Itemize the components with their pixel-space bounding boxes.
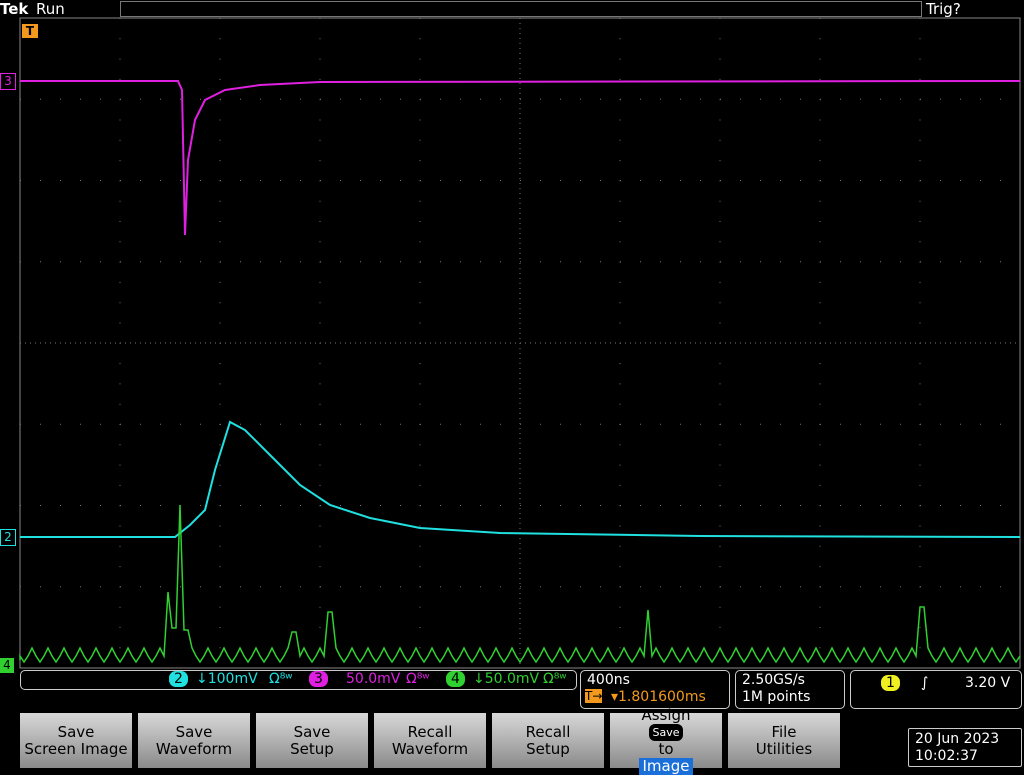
channel-bar: 2 ↓100mV Ω⁸ʷ 3 50.0mV Ω⁸ʷ 4 ↓50.0mV Ω⁸ʷ [20,670,577,690]
softkey-label: Image [639,758,694,775]
softkey[interactable]: SaveWaveform [138,713,250,768]
timebase-prefix: T→ [585,689,602,703]
softkey-label: Setup [492,741,604,758]
datetime-box: 20 Jun 2023 10:02:37 [908,728,1022,767]
softkey-label: to [610,741,722,758]
softkey[interactable]: FileUtilities [728,713,840,768]
ch2-scale: ↓100mV [196,671,258,687]
ch3-badge: 3 [309,671,328,687]
softkey-label: Assign [610,707,722,724]
softkey-label: Save [20,724,132,741]
trigger-slope: ∫ [921,675,928,691]
ch4-badge: 4 [446,671,465,687]
ch2-trace [20,422,1020,537]
trigger-box: 1 ∫ 3.20 V [850,670,1022,709]
softkey[interactable]: RecallWaveform [374,713,486,768]
trigger-source: 1 [881,675,900,691]
ch3-scale: 50.0mV [346,671,400,687]
timebase-scale: 400ns [587,672,630,688]
timebase-box: 400ns T→ ▾1.801600ms [580,670,730,709]
softkey-label: Utilities [728,741,840,758]
trigger-level: 3.20 V [965,675,1010,691]
softkey[interactable]: SaveScreen Image [20,713,132,768]
softkey-label: Save [256,724,368,741]
softkey-label: Recall [374,724,486,741]
ch3-extra: Ω⁸ʷ [406,671,430,687]
softkey-label: Save [649,724,682,741]
softkey-label: Waveform [138,741,250,758]
record-length: 1M points [742,689,810,705]
ch4-scale: ↓50.0mV [473,671,539,687]
date: 20 Jun 2023 [915,731,999,747]
softkey-label: File [728,724,840,741]
softkey-label: Save [138,724,250,741]
softkey-label: Screen Image [20,741,132,758]
softkey[interactable]: RecallSetup [492,713,604,768]
timebase-position: ▾1.801600ms [611,689,706,705]
ch2-extra: Ω⁸ʷ [269,671,293,687]
softkey-label: Waveform [374,741,486,758]
ch2-badge: 2 [169,671,188,687]
softkey-label: Recall [492,724,604,741]
softkey-label: Setup [256,741,368,758]
time: 10:02:37 [915,748,978,764]
ch4-extra: Ω⁸ʷ [543,671,567,687]
softkey[interactable]: AssignSavetoImage [610,713,722,768]
softkey[interactable]: SaveSetup [256,713,368,768]
sample-rate: 2.50GS/s [742,672,805,688]
graticule [0,0,1024,670]
acquisition-box: 2.50GS/s 1M points [735,670,845,709]
